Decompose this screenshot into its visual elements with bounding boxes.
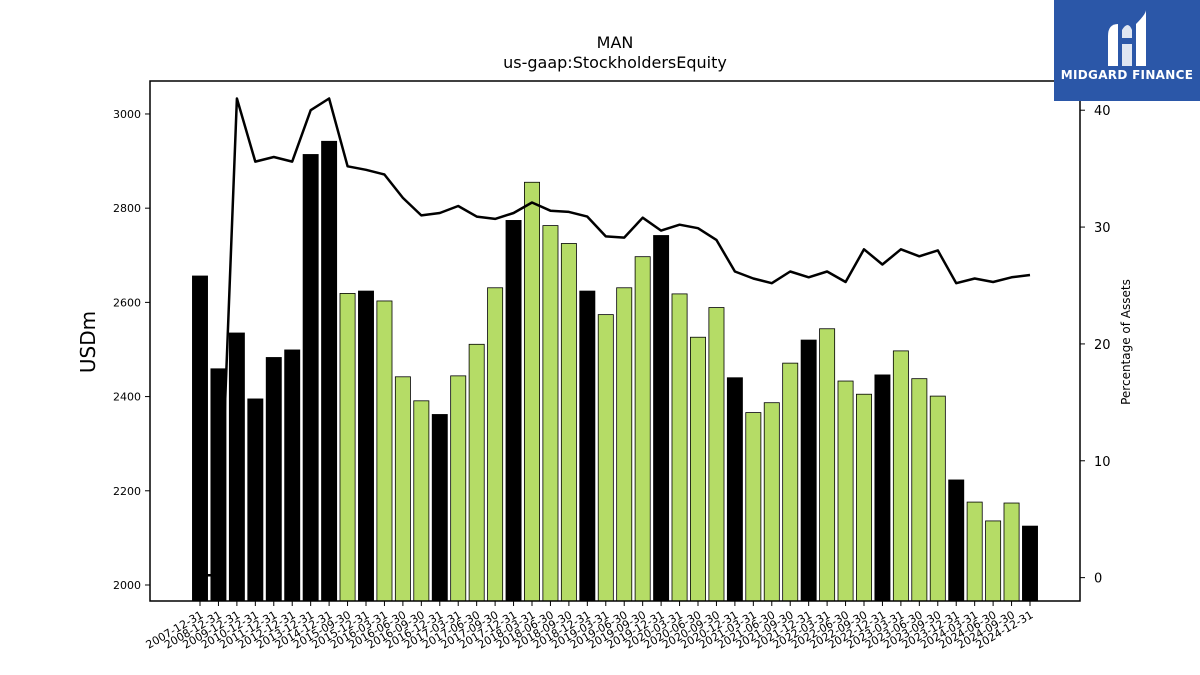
bar-2020-12-31 bbox=[726, 377, 743, 602]
bar-2022-06-30 bbox=[837, 380, 854, 602]
bar-2015-09-30 bbox=[339, 293, 356, 602]
bar-2019-12-31 bbox=[653, 235, 670, 602]
bar-2010-12-31 bbox=[247, 398, 264, 602]
plot-frame bbox=[149, 80, 1081, 602]
bar-2021-12-31 bbox=[800, 339, 817, 602]
line-series bbox=[200, 97, 1031, 577]
bar-2019-03-31 bbox=[597, 314, 614, 602]
bar-2021-06-30 bbox=[763, 402, 780, 602]
bar-2011-12-31 bbox=[265, 357, 282, 602]
y-tick-label: 2000 bbox=[113, 579, 141, 592]
y-tick-label: 2600 bbox=[113, 296, 141, 309]
bar-2017-03-31 bbox=[450, 375, 467, 602]
bar-2020-09-30 bbox=[708, 307, 725, 602]
y-tick-label: 2200 bbox=[113, 485, 141, 498]
bar-2016-03-31 bbox=[376, 300, 393, 602]
midgard-m-icon bbox=[1108, 10, 1146, 66]
bar-2007-12-31 bbox=[192, 275, 208, 602]
bar-2024-06-30 bbox=[985, 520, 1002, 602]
y-tick-label: 2800 bbox=[113, 202, 141, 215]
y2-tick-label: 10 bbox=[1094, 455, 1111, 470]
chart-title: MAN bbox=[597, 33, 634, 52]
bar-2018-12-31 bbox=[579, 290, 596, 602]
bar-2024-09-30 bbox=[1003, 502, 1020, 602]
bar-2018-09-30 bbox=[560, 243, 577, 602]
bar-2021-03-31 bbox=[745, 412, 762, 602]
y2-axis-label: Percentage of Assets bbox=[1119, 279, 1133, 405]
bar-2012-12-31 bbox=[284, 349, 301, 602]
bar-2023-12-31 bbox=[948, 479, 965, 602]
y2-tick-label: 40 bbox=[1094, 104, 1111, 119]
bar-2017-12-31 bbox=[505, 220, 522, 602]
bar-2019-06-30 bbox=[616, 287, 633, 602]
bar-2022-09-30 bbox=[856, 393, 872, 602]
bar-2021-09-30 bbox=[782, 362, 799, 602]
y-tick-label: 3000 bbox=[113, 108, 141, 121]
bar-2023-03-31 bbox=[892, 350, 909, 602]
y2-tick-label: 30 bbox=[1094, 221, 1111, 236]
bar-2016-12-31 bbox=[431, 414, 448, 602]
bar-2016-06-30 bbox=[394, 376, 411, 602]
bar-2016-09-30 bbox=[413, 400, 430, 602]
bar-2020-03-31 bbox=[671, 293, 688, 602]
bar-2019-09-30 bbox=[634, 256, 651, 602]
bar-2013-12-31 bbox=[302, 154, 319, 602]
bar-2015-12-31 bbox=[358, 290, 374, 602]
bar-2023-09-30 bbox=[929, 395, 946, 602]
bar-2023-06-30 bbox=[911, 378, 928, 602]
bar-2022-12-31 bbox=[874, 374, 891, 602]
chart-subtitle: us-gaap:StockholdersEquity bbox=[503, 53, 727, 72]
bar-series bbox=[192, 140, 1038, 602]
bar-2018-03-31 bbox=[524, 181, 540, 602]
percentage-line bbox=[200, 97, 1031, 577]
bar-2014-12-31 bbox=[321, 140, 338, 602]
y-axis-label: USDm bbox=[76, 311, 100, 373]
y2-tick-label: 0 bbox=[1094, 572, 1102, 587]
y2-tick-label: 20 bbox=[1094, 338, 1111, 353]
y-tick-label: 2400 bbox=[113, 391, 141, 404]
bar-2024-03-31 bbox=[966, 501, 983, 602]
bar-2017-09-30 bbox=[487, 287, 504, 602]
bar-2022-03-31 bbox=[819, 328, 836, 602]
logo: MIDGARD FINANCE bbox=[1054, 0, 1200, 101]
x-axis-ticks: 2007-12-312008-12-312009-12-312010-12-31… bbox=[144, 601, 1036, 652]
logo-text: MIDGARD FINANCE bbox=[1060, 68, 1194, 82]
y-axis-ticks: 2000 2200 2400 2600 2800 3000 bbox=[113, 108, 150, 592]
bar-2018-06-30 bbox=[542, 225, 559, 602]
bar-2017-06-30 bbox=[468, 343, 485, 602]
bar-2020-06-30 bbox=[690, 336, 706, 602]
y2-axis-ticks: 0 10 20 30 40 bbox=[1080, 104, 1111, 587]
bar-2009-12-31 bbox=[228, 332, 245, 602]
bar-2024-12-31 bbox=[1022, 525, 1038, 602]
